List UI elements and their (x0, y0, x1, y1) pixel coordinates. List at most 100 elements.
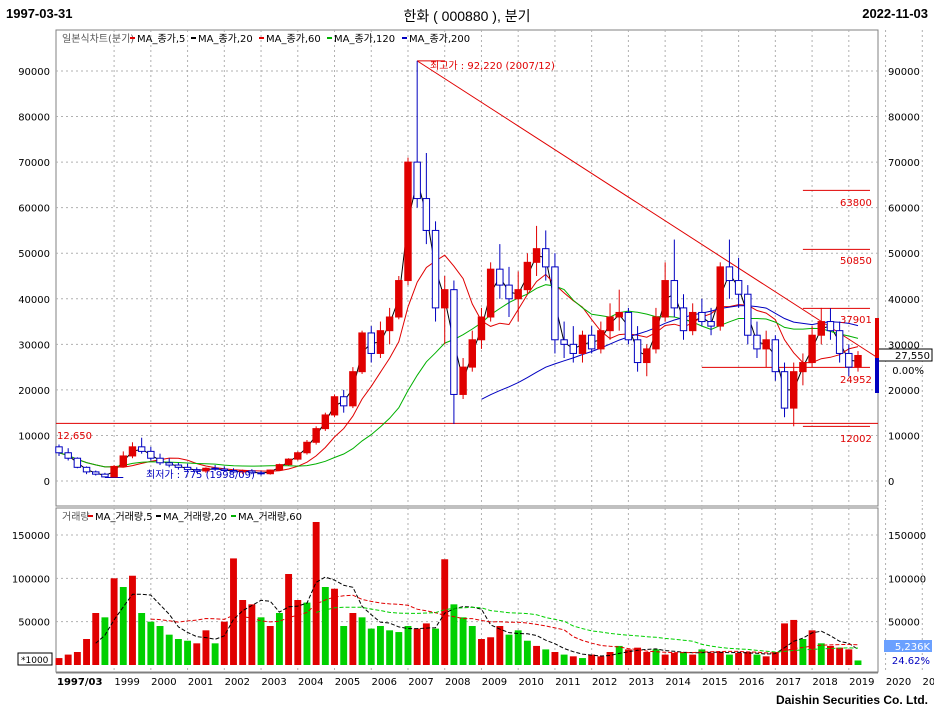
volume-bar (138, 613, 146, 665)
candle-body (220, 468, 229, 472)
candle-body (734, 280, 743, 295)
price-tick-left: 20000 (18, 386, 50, 397)
volume-bar (303, 602, 311, 665)
candle-body (422, 198, 431, 231)
x-tick-label: 2006 (372, 677, 397, 688)
candle-body (652, 316, 660, 350)
candle-body (688, 311, 697, 332)
legend-item: MA_거래량,5 (95, 511, 153, 523)
candle-body (633, 339, 642, 364)
x-tick-label: 2008 (445, 677, 470, 688)
volume-bar (101, 617, 109, 665)
candle-body (587, 334, 596, 350)
candle-body (486, 268, 495, 318)
candle-body (771, 339, 780, 373)
volume-bar (312, 522, 320, 665)
volume-bar (487, 637, 495, 665)
legend-item: MA_종가,20 (198, 33, 253, 45)
volume-bar (615, 645, 623, 665)
volume-bar (202, 630, 210, 665)
level-label-50850: 50850 (840, 256, 872, 267)
volume-bar (220, 621, 228, 665)
volume-bar (790, 619, 798, 665)
candle-body (459, 366, 467, 395)
volume-bar (725, 654, 733, 665)
candle-body (716, 266, 724, 327)
volume-bar (248, 604, 256, 665)
candle-body (92, 471, 100, 475)
volume-bar (533, 645, 541, 665)
price-tick-left: 80000 (18, 113, 50, 124)
volume-bar (606, 652, 614, 665)
price-tick-right: 0 (888, 477, 894, 488)
volume-bar (845, 649, 853, 665)
candle-body (514, 289, 522, 300)
volume-bar (165, 634, 173, 665)
legend-item: MA_종가,200 (409, 33, 470, 45)
legend-item: 거래량 (62, 511, 90, 523)
volume-bar (367, 628, 375, 665)
price-tick-right: 80000 (888, 113, 920, 124)
level-label-37901: 37901 (840, 315, 872, 326)
volume-bar (762, 656, 770, 665)
x-tick-label: 2000 (151, 677, 176, 688)
volume-bar (744, 652, 752, 665)
volume-bar (55, 658, 63, 665)
volume-bar (92, 613, 100, 665)
end-date: 2022-11-03 (862, 6, 928, 21)
volume-tick-left: 100000 (12, 574, 50, 585)
volume-bar (83, 639, 90, 665)
volume-bar (496, 626, 504, 665)
start-date: 1997-03-31 (6, 6, 73, 21)
volume-bar (422, 623, 430, 665)
candle-body (496, 268, 504, 286)
volume-bar (836, 647, 844, 665)
volume-bar (597, 656, 605, 665)
price-tick-right: 20000 (888, 386, 920, 397)
ma-volume-60 (315, 606, 859, 653)
candle-body (780, 371, 789, 409)
left-level-label: 12,650 (57, 431, 92, 442)
candle-body (560, 339, 568, 345)
price-tick-left: 0 (44, 477, 50, 488)
candle-body (339, 396, 348, 407)
volume-bar (753, 654, 761, 665)
candle-body (799, 362, 807, 373)
volume-bar (643, 652, 651, 665)
price-tick-left: 90000 (18, 67, 50, 78)
high-annotation: 최고가 : 92,220 (2007/12) (430, 60, 555, 72)
volume-bar (119, 587, 127, 665)
x-tick-label: 2002 (225, 677, 250, 688)
candle-body (137, 446, 146, 452)
x-axis-years: 1999 2000 2001 2002 2003 2004 2005 2006 2007 2008… (114, 677, 934, 688)
candle-body (193, 469, 201, 472)
legend-item: MA_거래량,60 (238, 511, 302, 523)
x-tick-label: 2007 (408, 677, 433, 688)
volume-bar (294, 600, 302, 665)
x-tick-label: 2015 (702, 677, 727, 688)
volume-bar (156, 626, 164, 665)
volume-unit-box (17, 652, 53, 666)
x-tick-label: 2016 (739, 677, 764, 688)
candle-body (284, 458, 293, 466)
candles (55, 60, 862, 478)
volume-bar (432, 628, 439, 665)
candle-body (661, 280, 669, 318)
candle-body (615, 311, 623, 318)
volume-tick-left: 150000 (12, 531, 50, 542)
candle-body (119, 455, 128, 467)
candle-body (248, 470, 256, 474)
volume-bar (799, 639, 807, 665)
volume-bar (239, 600, 247, 665)
candle-body (698, 311, 706, 323)
candle-body (312, 428, 320, 443)
volume-bar (478, 639, 485, 665)
legend-item: 일본식차트(분기) (62, 33, 134, 45)
volume-bar (680, 652, 687, 665)
volume-moving-averages (95, 576, 859, 657)
low-annotation: 최저가 : 775 (1998/09) (146, 469, 255, 481)
volume-tick-left: 50000 (18, 618, 50, 629)
candle-body (551, 266, 559, 341)
x-tick-label: 1999 (114, 677, 139, 688)
